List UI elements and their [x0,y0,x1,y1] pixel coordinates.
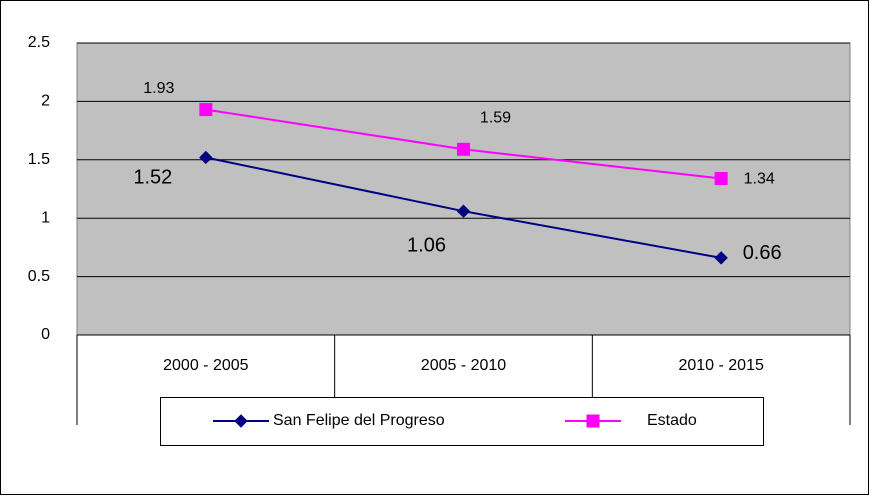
plot-area [76,42,851,336]
data-point [457,142,470,156]
data-label: 1.93 [143,80,174,97]
data-label: 0.66 [743,242,782,264]
y-tick-label: 1 [41,209,50,226]
data-label: 1.34 [744,171,775,188]
y-tick-label: 2.5 [28,34,50,51]
data-label: 1.59 [480,110,511,127]
y-tick-label: 0.5 [28,268,50,285]
data-point [456,204,471,218]
legend-label: San Felipe del Progreso [273,412,445,429]
data-label: 1.06 [407,234,446,256]
y-tick-label: 0 [41,326,50,343]
y-tick-label: 1.5 [28,151,50,168]
x-tick-label: 2000 - 2005 [163,357,249,374]
data-point [199,103,213,117]
data-point [199,150,213,165]
legend-marker [586,414,600,428]
data-point [714,171,728,185]
legend-marker [234,414,248,428]
x-tick-label: 2010 - 2015 [678,357,764,374]
data-label: 1.52 [133,167,172,189]
y-tick-label: 2 [41,93,50,110]
data-point [714,251,728,265]
x-tick-label: 2005 - 2010 [421,357,507,374]
legend-label: Estado [647,412,697,429]
